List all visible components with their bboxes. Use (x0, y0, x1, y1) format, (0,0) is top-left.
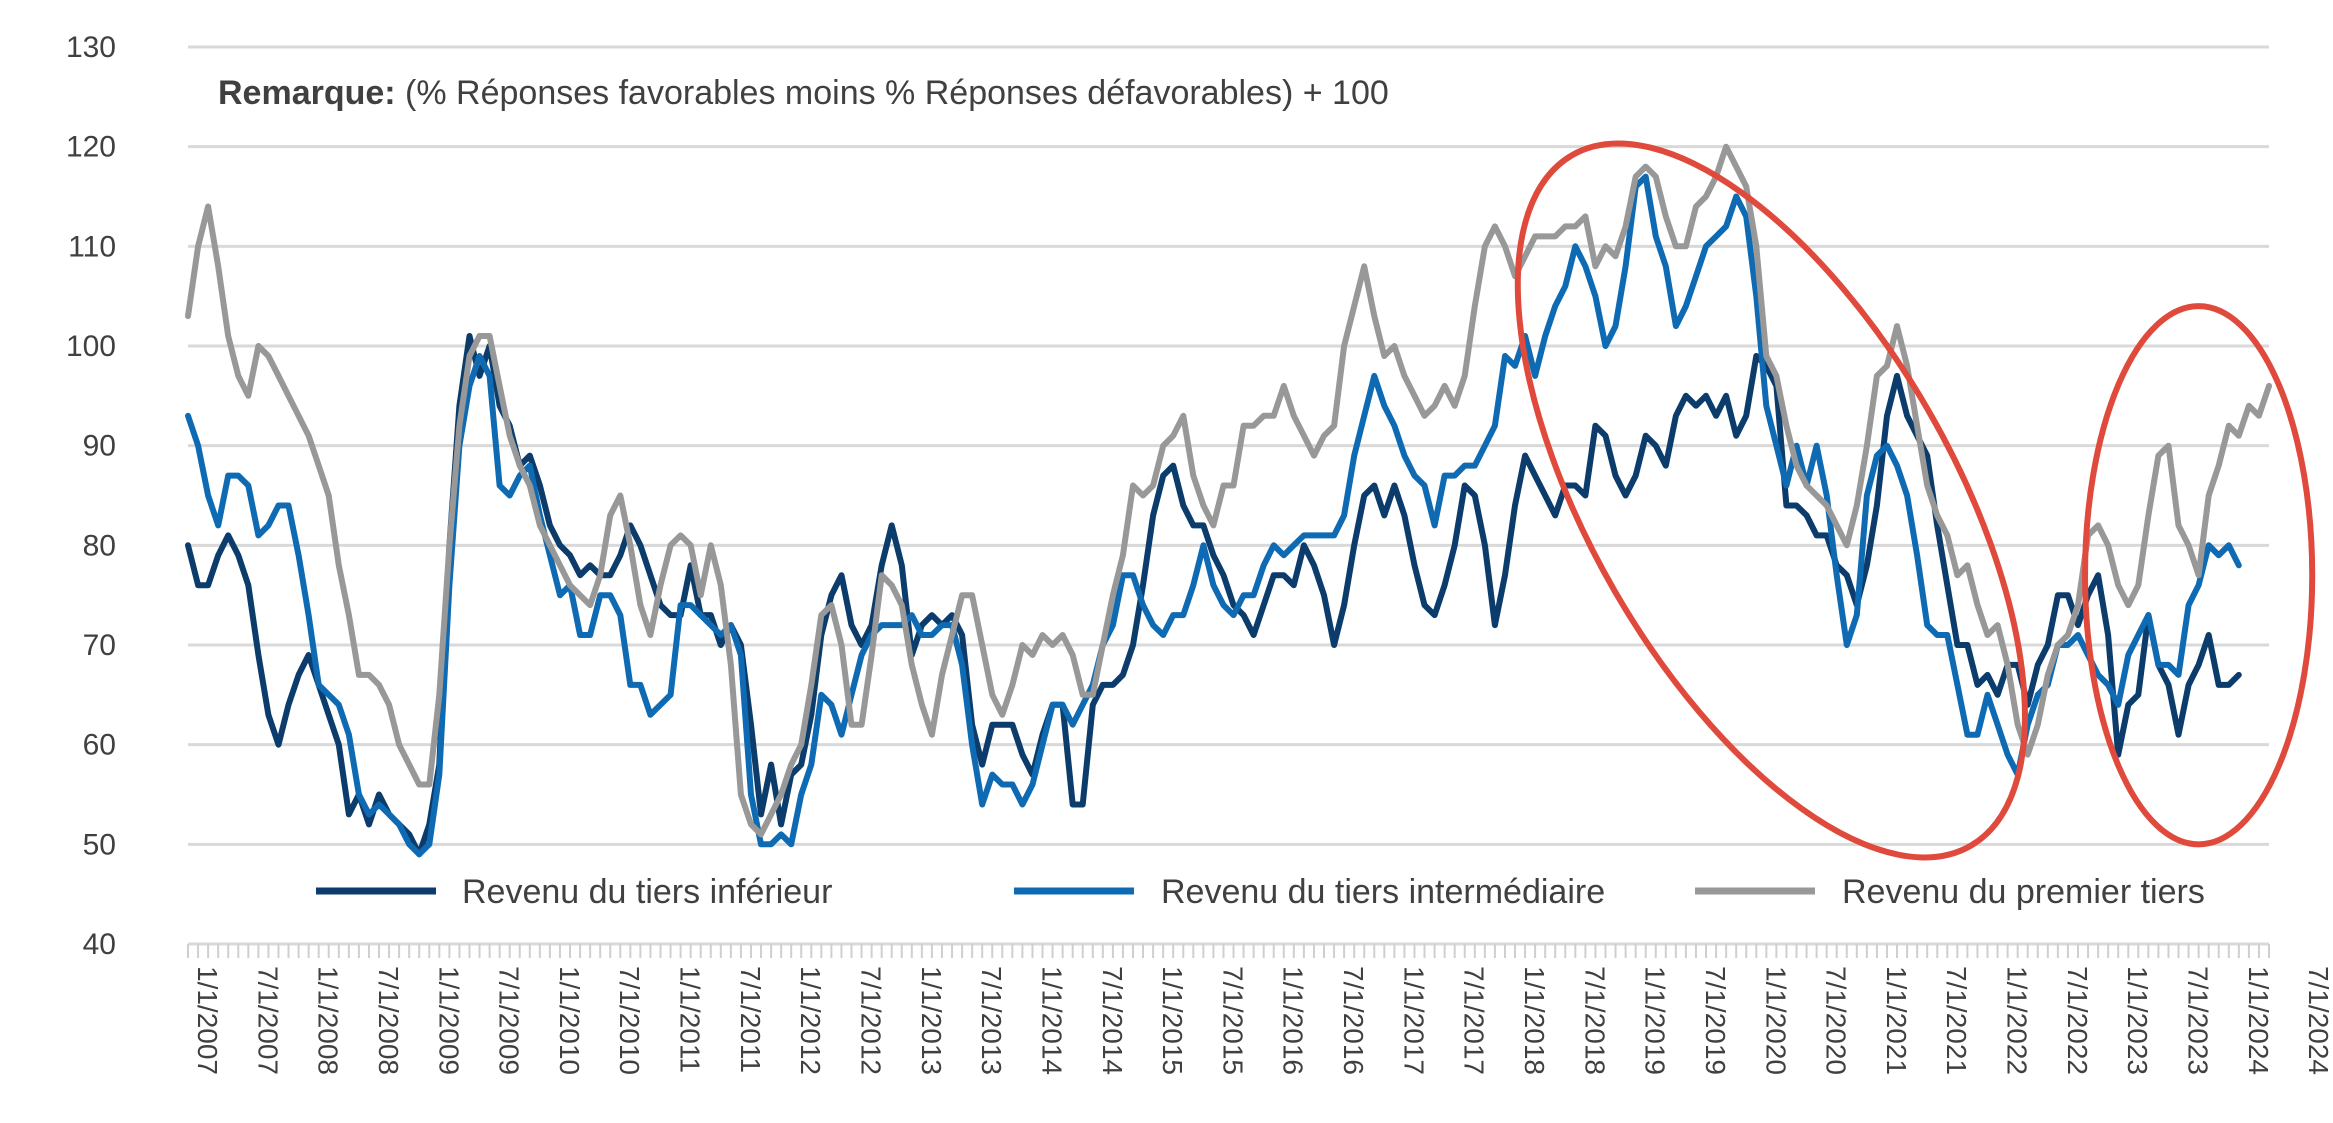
x-tick-label: 1/1/2011 (675, 966, 706, 1073)
x-tick-label: 1/1/2020 (1760, 966, 1791, 1075)
x-axis (187, 942, 2270, 958)
x-tick-label: 1/1/2015 (1157, 966, 1188, 1075)
series-line-upper (185, 143, 2272, 838)
y-tick-label: 130 (66, 31, 116, 64)
y-tick-label: 100 (66, 330, 116, 363)
x-tick-label: 7/1/2014 (1097, 966, 1128, 1075)
x-tick-label: 7/1/2008 (373, 966, 404, 1075)
y-tick-label: 60 (83, 729, 116, 762)
x-tick-label: 1/1/2012 (795, 966, 826, 1075)
x-tick-label: 7/1/2017 (1459, 966, 1490, 1075)
x-tick-label: 1/1/2021 (1881, 966, 1912, 1075)
y-tick-label: 80 (83, 529, 116, 562)
x-tick-label: 1/1/2016 (1278, 966, 1309, 1075)
x-tick-label: 7/1/2023 (2183, 966, 2214, 1075)
x-tick-label: 7/1/2020 (1821, 966, 1852, 1075)
y-tick-label: 110 (68, 230, 116, 263)
x-tick-label: 1/1/2010 (554, 966, 585, 1075)
highlight-ellipse (1514, 140, 2028, 861)
x-tick-label: 7/1/2022 (2062, 966, 2093, 1075)
y-tick-label: 40 (83, 928, 116, 961)
x-tick-label: 7/1/2015 (1217, 966, 1248, 1075)
y-axis-tick-labels: 40 50 60 70 80 90 100 110 120 130 (66, 31, 116, 961)
x-tick-label: 1/1/2007 (192, 966, 223, 1075)
x-axis-tick-labels: 1/1/2007 7/1/2007 1/1/2008 7/1/2008 1/1/2009… (192, 966, 2333, 1075)
note-text: (% Réponses favorables moins % Réponses … (396, 74, 1389, 112)
highlight-ellipse (2082, 303, 2316, 848)
x-tick-label: 1/1/2019 (1640, 966, 1671, 1075)
x-tick-label: 7/1/2011 (735, 966, 766, 1073)
chart-note: Remarque: (% Réponses favorables moins %… (218, 74, 1389, 112)
series-lines (185, 143, 2272, 858)
legend-label-upper: Revenu du premier tiers (1842, 873, 2205, 911)
note-label: Remarque: (218, 74, 396, 112)
legend: Revenu du tiers inférieur Revenu du tier… (316, 873, 2205, 911)
y-tick-label: 70 (83, 629, 116, 662)
series-line-lower (185, 333, 2242, 858)
x-tick-label: 1/1/2009 (433, 966, 464, 1075)
x-tick-label: 7/1/2013 (976, 966, 1007, 1075)
highlight-ellipses (1514, 140, 2316, 861)
x-tick-label: 1/1/2024 (2243, 966, 2274, 1075)
x-tick-label: 1/1/2018 (1519, 966, 1550, 1075)
x-tick-label: 1/1/2013 (916, 966, 947, 1075)
y-tick-label: 50 (83, 828, 116, 861)
y-tick-label: 120 (66, 131, 116, 164)
x-tick-label: 1/1/2014 (1036, 966, 1067, 1075)
x-tick-label: 7/1/2010 (614, 966, 645, 1075)
x-tick-label: 1/1/2017 (1398, 966, 1429, 1075)
grid-lines (188, 45, 2269, 946)
x-tick-label: 1/1/2008 (313, 966, 344, 1075)
x-tick-label: 7/1/2012 (856, 966, 887, 1075)
y-tick-label: 90 (83, 430, 116, 463)
x-tick-label: 7/1/2021 (1941, 966, 1972, 1075)
x-tick-label: 1/1/2022 (2002, 966, 2033, 1075)
legend-label-middle: Revenu du tiers intermédiaire (1161, 873, 1605, 911)
x-tick-label: 1/1/2023 (2122, 966, 2153, 1075)
series-line-middle (185, 173, 2242, 858)
x-tick-label: 7/1/2024 (2303, 966, 2333, 1075)
x-tick-label: 7/1/2009 (494, 966, 525, 1075)
x-tick-label: 7/1/2018 (1579, 966, 1610, 1075)
legend-label-lower: Revenu du tiers inférieur (462, 873, 832, 911)
x-tick-label: 7/1/2007 (252, 966, 283, 1075)
x-tick-label: 7/1/2019 (1700, 966, 1731, 1075)
x-tick-label: 7/1/2016 (1338, 966, 1369, 1075)
